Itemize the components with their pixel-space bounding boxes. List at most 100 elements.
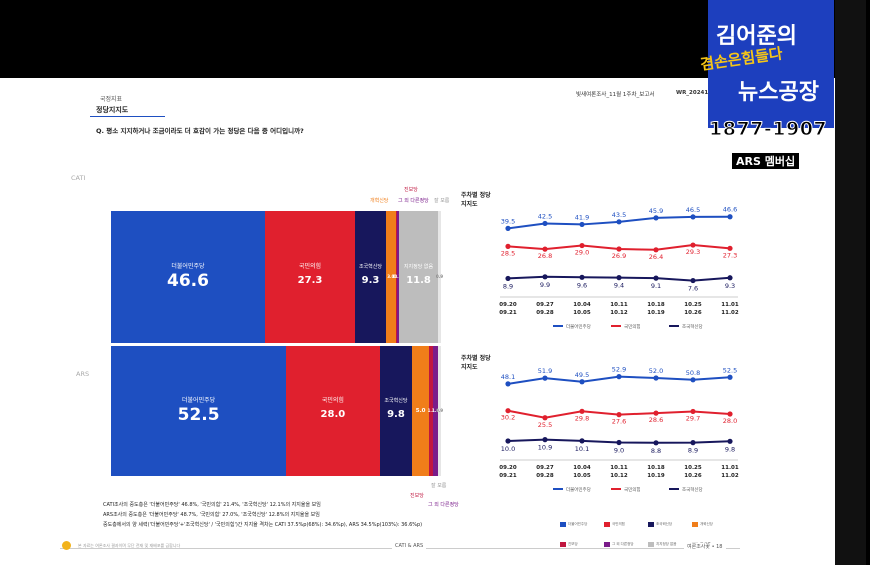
x-tick-label: 10.19 xyxy=(647,473,665,479)
bar-segment-3: 3.0 xyxy=(385,211,396,343)
report-page: 국정지표 정당지지도 빛새여론조사_11월 1주차_보고서 WR_2024110… xyxy=(0,78,866,565)
bar-segment-value: 11.8 xyxy=(406,275,431,286)
data-point xyxy=(653,275,659,281)
legend-label: 조국혁신당 xyxy=(682,486,703,493)
data-label: 43.5 xyxy=(612,211,626,219)
data-point xyxy=(727,245,733,251)
bar-segment-value: 1.4 xyxy=(432,408,440,413)
data-point xyxy=(616,275,622,281)
data-point xyxy=(727,275,733,281)
data-label: 49.5 xyxy=(575,371,589,379)
footer-right: 여론조사꽃 • 18 xyxy=(684,543,726,550)
footer-logo-icon xyxy=(62,541,71,550)
data-point xyxy=(653,247,659,253)
legend-item-진보당: 진보당 xyxy=(410,493,424,499)
trend-legend-item: 진보당 xyxy=(560,542,604,547)
data-label: 10.1 xyxy=(575,445,589,453)
header-underline xyxy=(90,116,165,117)
data-label: 46.6 xyxy=(723,206,737,214)
trend-legend-item: 그 외 다른정당 xyxy=(604,542,648,547)
channel-logo: 김어준의 겸손은힘들다 뉴스공장 xyxy=(699,0,834,128)
data-label: 9.0 xyxy=(614,447,624,455)
bar-segment-value: 52.5 xyxy=(177,405,220,425)
legend-item-진보당: 진보당 xyxy=(404,187,418,193)
data-label: 51.9 xyxy=(538,367,552,375)
x-tick-label: 11.02 xyxy=(721,310,739,316)
legend-swatch xyxy=(560,522,566,527)
data-label: 29.7 xyxy=(686,414,700,422)
data-label: 46.5 xyxy=(686,206,700,214)
data-point xyxy=(542,415,548,421)
bar-segment-2: 조국혁신당 9.8 xyxy=(379,346,413,476)
x-tick-label: 10.05 xyxy=(573,473,591,479)
data-label: 50.8 xyxy=(686,369,700,377)
legend-swatch xyxy=(692,522,698,527)
bar-segment-6: 지지정당 없음 11.8 xyxy=(399,211,439,343)
summary-line-2: ARS조사의 중도층은 '더불어민주당' 48.7%, '국민의힘' 27.0%… xyxy=(103,512,320,518)
cati-label: CATI xyxy=(71,174,86,182)
trend-legend-item: 지지정당 없음 xyxy=(648,542,692,547)
legend-swatch xyxy=(611,488,621,490)
bar-segment-name: 지지정당 없음 xyxy=(403,264,434,270)
data-label: 27.6 xyxy=(612,418,626,426)
x-tick-label: 10.25 xyxy=(684,302,702,308)
bar-segment-value: 3.0 xyxy=(387,274,395,279)
legend-swatch xyxy=(669,325,679,327)
data-label: 9.3 xyxy=(725,282,735,290)
legend-swatch xyxy=(648,522,654,527)
x-tick-label: 09.21 xyxy=(499,310,517,316)
logo-title-3: 뉴스공장 xyxy=(738,80,819,105)
frame-top-left xyxy=(0,0,708,78)
bar-segment-value: 9.3 xyxy=(361,275,380,286)
bar-segment-value: 28.0 xyxy=(320,409,346,420)
data-label: 39.5 xyxy=(501,217,515,225)
legend-label: 국민의힘 xyxy=(624,323,641,330)
legend-label: 더불어민주당 xyxy=(566,323,591,330)
ars-trend-chart: 48.1 51.9 49.5 52.9 52.0 50.8 52.5 30.2 25.5 29.8… xyxy=(499,366,739,493)
legend-swatch xyxy=(553,488,563,490)
data-label: 25.5 xyxy=(538,421,552,429)
data-point xyxy=(616,219,622,225)
summary-line-1: CATI조사의 중도층은 '더불어민주당' 46.8%, '국민의힘' 21.4… xyxy=(103,502,321,508)
ars-trend-title: 주차별 정당지지도 xyxy=(461,355,491,371)
data-label: 10.0 xyxy=(501,445,515,453)
x-tick-label: 09.27 xyxy=(536,465,554,471)
legend-label: 더불어민주당 xyxy=(566,486,591,493)
x-tick-label: 10.11 xyxy=(610,302,628,308)
data-point xyxy=(653,410,659,416)
bar-segment-value: 0.9 xyxy=(435,274,444,279)
trend-legend-item: 조국혁신당 xyxy=(648,522,692,527)
data-point xyxy=(616,412,622,418)
data-label: 52.5 xyxy=(723,366,737,374)
x-tick-label: 10.11 xyxy=(610,465,628,471)
data-label: 27.3 xyxy=(723,251,737,259)
data-label: 48.1 xyxy=(501,373,515,381)
bar-segment-name: 국민의힘 xyxy=(298,263,322,270)
data-point xyxy=(579,242,585,249)
x-tick-label: 09.20 xyxy=(499,302,517,308)
ars-stacked-bar: 더불어민주당 52.5 국민의힘 28.0 조국혁신당 9.8 5.0 1.3 1.4 0.9 xyxy=(111,346,443,476)
bar-segment-1: 국민의힘 27.3 xyxy=(264,211,356,343)
data-label: 8.8 xyxy=(651,447,661,455)
bar-segment-0: 더불어민주당 46.6 xyxy=(111,211,265,343)
data-point xyxy=(727,374,733,380)
x-tick-label: 10.25 xyxy=(684,465,702,471)
x-tick-label: 09.21 xyxy=(499,473,517,479)
bar-segment-3: 5.0 xyxy=(412,346,429,476)
data-label: 8.9 xyxy=(688,447,698,455)
logo-title-2: 겸손은힘들다 xyxy=(699,44,784,74)
x-tick-label: 10.19 xyxy=(647,310,665,316)
bar-segment-2: 조국혁신당 9.3 xyxy=(355,211,386,343)
trend-legend-item: 국민의힘 xyxy=(604,522,648,527)
data-point xyxy=(505,381,511,387)
data-point xyxy=(579,221,585,228)
bar-segment-name: 국민의힘 xyxy=(321,397,344,404)
data-point xyxy=(505,408,511,414)
data-label: 9.8 xyxy=(725,445,735,453)
data-label: 52.0 xyxy=(649,367,663,375)
header-report-code: WR_20241101 xyxy=(676,90,720,96)
legend-swatch xyxy=(669,488,679,490)
footer-center: CATI & ARS xyxy=(392,543,427,549)
data-point xyxy=(727,411,733,417)
